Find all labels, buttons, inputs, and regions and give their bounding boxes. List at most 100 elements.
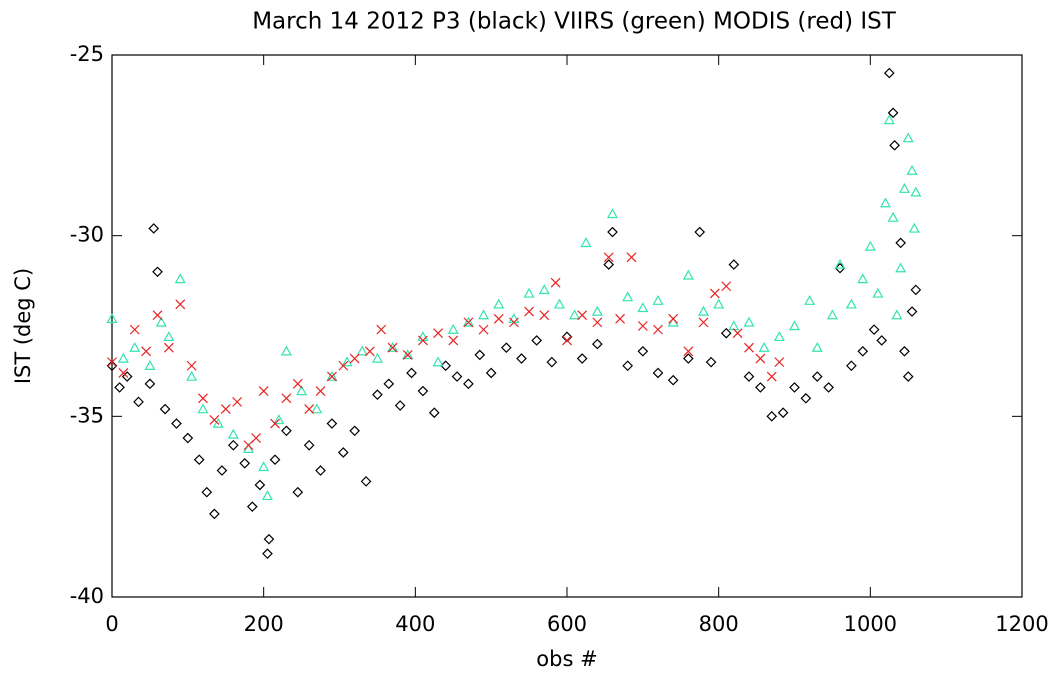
data-point: [364, 346, 375, 357]
data-point: [524, 306, 535, 317]
data-point: [864, 240, 876, 251]
data-point: [493, 313, 504, 324]
data-point: [622, 360, 634, 372]
y-tick-label: -25: [70, 42, 104, 66]
data-point: [682, 269, 694, 280]
data-point: [898, 182, 910, 193]
data-point: [910, 186, 922, 197]
data-point: [546, 356, 558, 368]
data-point: [682, 353, 694, 364]
data-point: [697, 305, 710, 316]
data-point: [216, 465, 228, 476]
data-point: [804, 294, 816, 305]
data-point: [129, 341, 141, 352]
data-point: [789, 382, 800, 393]
data-point: [845, 298, 857, 309]
data-point: [251, 433, 262, 443]
data-point: [857, 273, 869, 284]
data-point: [227, 439, 239, 451]
data-point: [315, 386, 326, 396]
data-point: [811, 371, 823, 382]
data-point: [868, 324, 880, 335]
data-point: [311, 403, 323, 414]
data-point: [433, 328, 444, 339]
data-point: [171, 418, 182, 429]
data-point: [148, 223, 160, 234]
data-point: [197, 403, 209, 414]
data-point: [303, 439, 315, 451]
data-point: [152, 310, 163, 321]
data-point: [144, 378, 156, 390]
data-point: [478, 309, 490, 320]
data-point: [341, 356, 353, 367]
data-point: [694, 226, 706, 238]
data-point: [258, 386, 269, 396]
data-point: [182, 432, 194, 444]
data-point: [281, 393, 292, 404]
data-point: [744, 342, 754, 353]
data-point: [242, 443, 255, 454]
data-point: [591, 305, 603, 316]
data-point: [198, 393, 208, 404]
y-tick-label: -40: [70, 584, 104, 608]
data-point: [337, 447, 349, 458]
data-point: [326, 371, 337, 382]
data-point: [883, 67, 895, 79]
data-point: [899, 345, 910, 357]
data-point: [174, 273, 186, 284]
data-point: [462, 316, 474, 327]
data-point: [550, 277, 561, 288]
data-point: [876, 335, 888, 346]
data-point: [474, 349, 486, 361]
data-point: [402, 349, 414, 360]
x-tick-label: 1200: [995, 612, 1048, 636]
data-point: [269, 454, 281, 466]
data-point: [175, 299, 186, 310]
data-point: [902, 371, 914, 382]
data-point: [569, 309, 581, 320]
data-point: [591, 338, 603, 350]
data-point: [387, 341, 399, 352]
data-point: [553, 298, 565, 309]
data-point: [258, 461, 270, 472]
data-point: [106, 313, 118, 323]
data-point: [698, 317, 709, 328]
data-point: [826, 309, 838, 320]
data-point: [371, 352, 383, 363]
data-point: [326, 370, 338, 381]
x-axis-label: obs #: [536, 647, 597, 671]
data-point: [417, 335, 428, 346]
data-point: [463, 378, 474, 390]
data-point: [372, 389, 383, 401]
data-point: [906, 164, 918, 175]
data-point: [705, 356, 717, 368]
data-point: [721, 281, 732, 292]
data-point: [879, 197, 892, 208]
chart-title: March 14 2012 P3 (black) VIIRS (green) M…: [252, 9, 897, 35]
data-point: [159, 403, 171, 415]
data-point: [209, 508, 220, 520]
y-tick-label: -30: [70, 223, 104, 247]
data-point: [667, 374, 679, 386]
data-point: [163, 342, 174, 353]
data-point: [315, 465, 326, 476]
data-point: [732, 328, 743, 339]
data-point: [576, 353, 588, 364]
data-point: [872, 287, 884, 298]
data-point: [889, 139, 900, 151]
data-point: [239, 457, 251, 469]
data-point: [895, 237, 907, 249]
data-point: [607, 226, 618, 238]
data-point: [834, 258, 846, 269]
data-point: [615, 313, 626, 324]
plot-frame: [111, 54, 1023, 598]
data-point: [637, 345, 649, 357]
data-point: [107, 357, 117, 368]
data-point: [910, 284, 922, 296]
data-point: [478, 324, 489, 335]
data-point: [653, 324, 663, 335]
data-point: [360, 476, 372, 487]
data-point: [773, 331, 785, 342]
data-point: [713, 298, 725, 309]
x-tick-label: 400: [395, 612, 435, 636]
